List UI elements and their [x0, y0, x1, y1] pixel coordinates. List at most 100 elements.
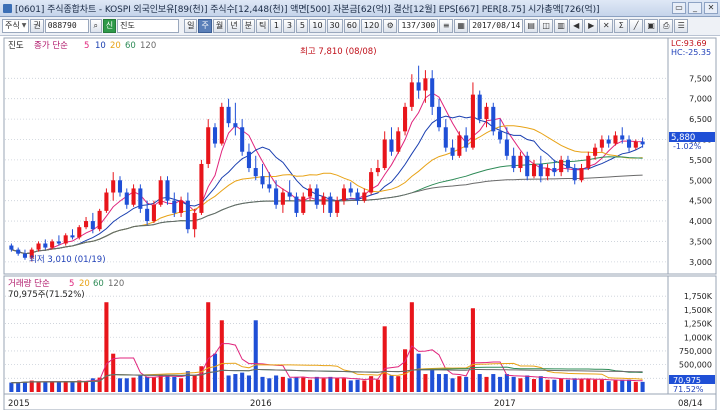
ma5-label: 5: [84, 41, 89, 51]
volume-bar: [185, 371, 190, 392]
next-icon[interactable]: ▶: [584, 19, 599, 33]
volume-bar: [145, 376, 150, 392]
sum-icon[interactable]: Σ: [614, 19, 629, 33]
volume-bar: [626, 379, 632, 392]
candle-body: [179, 200, 184, 213]
minute-3-button[interactable]: 3: [283, 19, 296, 33]
minute-10-button[interactable]: 10: [309, 19, 326, 33]
volume-bar: [226, 375, 231, 392]
volume-bar: [117, 378, 123, 392]
candle-body: [307, 188, 313, 197]
candle-body: [593, 147, 598, 156]
period-tick-button[interactable]: 틱: [255, 19, 270, 33]
candle-body: [552, 168, 557, 173]
minute-1-button[interactable]: 1: [270, 19, 283, 33]
calendar-icon[interactable]: ▤: [524, 19, 539, 33]
code-search-button[interactable]: 권: [30, 19, 44, 33]
volume-bar: [382, 326, 387, 392]
volume-bar: [294, 376, 299, 392]
candle-body: [559, 159, 564, 173]
candle-body: [206, 127, 211, 164]
prev-icon[interactable]: ◀: [569, 19, 584, 33]
candle-body: [104, 192, 109, 211]
market-select[interactable]: 주식 ▼: [2, 19, 30, 33]
data-count-field[interactable]: 137/300: [398, 19, 439, 33]
price-tick-label: 5,500: [689, 156, 712, 165]
volume-bar: [369, 376, 374, 392]
date-input[interactable]: 2017/08/14: [469, 19, 524, 33]
candle-body: [165, 180, 170, 201]
close-button[interactable]: ✕: [704, 2, 718, 14]
period-minute-button[interactable]: 분: [241, 19, 255, 33]
volume-panel[interactable]: [3, 275, 669, 395]
minute-60-button[interactable]: 60: [343, 19, 360, 33]
volume-bar: [457, 376, 462, 392]
volume-bar: [436, 374, 442, 392]
volume-bar: [341, 378, 347, 392]
restore-button[interactable]: ▭: [672, 2, 686, 14]
candle-body: [511, 155, 516, 169]
volume-bar: [9, 382, 14, 392]
print-icon[interactable]: ⎙: [659, 19, 674, 33]
window-title: [0601] 주식종합차트 - KOSPI 외국인보유[89(천)] 주식수[1…: [15, 4, 600, 15]
period-month-button[interactable]: 월: [212, 19, 227, 33]
candle-body: [640, 141, 645, 145]
price-panel[interactable]: [3, 37, 669, 275]
search-icon[interactable]: ⌕: [89, 19, 102, 33]
candle-body: [369, 172, 374, 193]
ma-line-120: [11, 174, 643, 255]
minute-5-button[interactable]: 5: [296, 19, 309, 33]
candle-body: [443, 127, 448, 148]
period-day-button[interactable]: 일: [184, 19, 198, 33]
volume-bar: [301, 377, 306, 392]
grid-icon[interactable]: ▦: [454, 19, 469, 33]
save-icon[interactable]: ▣: [644, 19, 659, 33]
volume-bar: [504, 374, 509, 392]
candle-body: [335, 200, 340, 213]
candle-body: [341, 188, 347, 201]
candle-body: [294, 196, 299, 213]
volume-bar: [599, 379, 604, 392]
chart-area[interactable]: 7,5007,0006,5006,0005,5005,0004,5004,000…: [0, 36, 720, 410]
minute-30-button[interactable]: 30: [326, 19, 343, 33]
volume-bar: [328, 376, 333, 392]
table-icon[interactable]: ▥: [554, 19, 569, 33]
candle-body: [9, 245, 14, 250]
minute-120-button[interactable]: 120: [360, 19, 383, 33]
settings-icon[interactable]: ⚙: [383, 19, 398, 33]
candle-body: [633, 141, 638, 148]
candle-body: [192, 212, 197, 230]
candle-body: [84, 221, 89, 228]
volume-bar: [620, 379, 625, 392]
candle-body: [70, 235, 75, 238]
candle-body: [267, 184, 272, 189]
candle-body: [29, 249, 34, 258]
candle-body: [111, 180, 116, 193]
list-icon[interactable]: ≡: [439, 19, 454, 33]
stock-chart[interactable]: 7,5007,0006,5006,0005,5005,0004,5004,000…: [0, 36, 720, 410]
volume-tick-label: 1,000K: [684, 333, 713, 342]
candle-body: [355, 192, 360, 201]
volume-bar: [138, 375, 143, 392]
multiply-icon[interactable]: ✕: [599, 19, 614, 33]
current-price-box: [669, 132, 715, 142]
period-week-button[interactable]: 주: [198, 19, 212, 33]
stock-code-input[interactable]: 088790: [44, 19, 89, 33]
volume-bar: [240, 372, 245, 392]
volume-bar: [246, 375, 251, 392]
minimize-button[interactable]: _: [688, 2, 702, 14]
period-year-button[interactable]: 년: [227, 19, 241, 33]
volume-bar: [29, 380, 34, 392]
split-icon[interactable]: ◫: [539, 19, 554, 33]
candle-body: [158, 180, 163, 205]
menu-icon[interactable]: ☰: [674, 19, 689, 33]
volume-bar: [22, 381, 28, 392]
price-tick-label: 7,500: [689, 74, 712, 83]
volume-bar: [314, 376, 319, 392]
line-tool-icon[interactable]: ╱: [629, 19, 644, 33]
candle-body: [389, 139, 394, 152]
candle-body: [436, 106, 442, 128]
current-volume-pct: 71.52%: [673, 385, 704, 394]
price-tick-label: 6,500: [689, 115, 712, 124]
volume-bar: [477, 374, 482, 392]
